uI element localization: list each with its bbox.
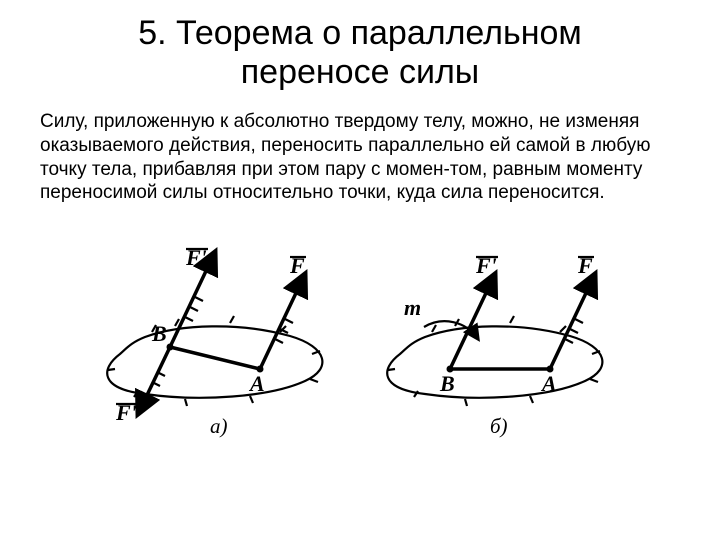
slide: 5. Теорема о параллельном переносе силы … [0, 0, 720, 540]
caption-a: а) [210, 414, 228, 438]
label-B-a: В [151, 321, 167, 346]
body-text: Силу, приложенную к абсолютно твердому т… [40, 110, 680, 205]
label-Fp-b: F' [475, 253, 497, 278]
figure-b: F F' m В А б) [370, 219, 630, 439]
label-F-b: F [577, 253, 593, 278]
label-Fp: F' [185, 245, 207, 270]
label-B-b: В [439, 371, 455, 396]
figure-a: F F' F'' В А а) [90, 219, 350, 439]
label-m: m [404, 295, 421, 320]
title-line-1: 5. Теорема о параллельном [138, 14, 582, 52]
title-line-2: переносе силы [241, 53, 479, 91]
label-A-b: А [540, 371, 557, 396]
label-F: F [289, 253, 305, 278]
label-Fpp: F'' [115, 400, 143, 425]
slide-title: 5. Теорема о параллельном переносе силы [30, 14, 690, 92]
figures: F F' F'' В А а) [30, 219, 690, 439]
label-A-a: А [248, 371, 265, 396]
caption-b: б) [490, 414, 508, 438]
